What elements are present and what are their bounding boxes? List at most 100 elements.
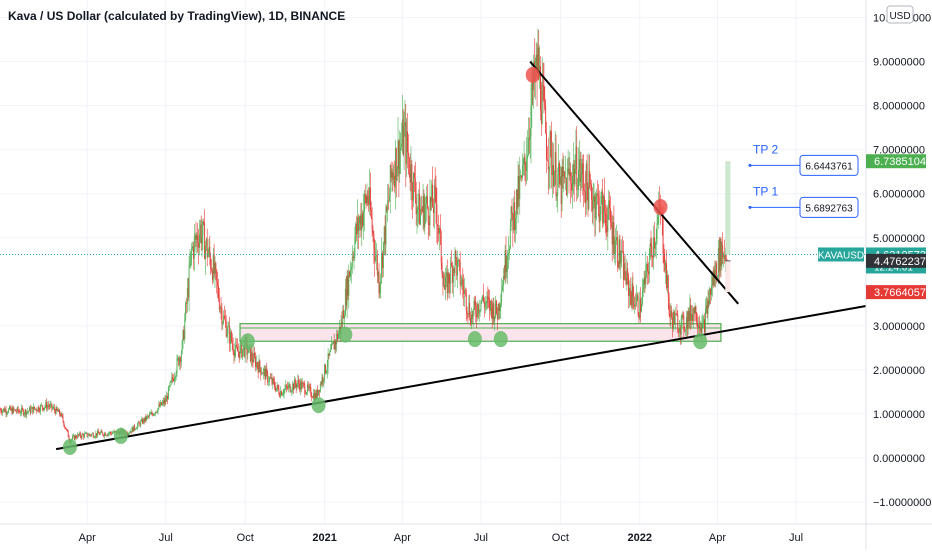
candle-body: [499, 304, 500, 311]
candle-body: [681, 319, 682, 335]
candle-body: [488, 298, 489, 299]
candle-body: [145, 417, 146, 422]
candle-body: [456, 258, 457, 275]
candle-body: [234, 352, 235, 356]
candle-body: [392, 172, 393, 177]
candle-body: [178, 358, 179, 365]
candle-body: [708, 301, 709, 314]
candle-body: [283, 394, 284, 395]
candle-body: [184, 320, 185, 339]
candle-body: [97, 431, 98, 436]
candle-body: [514, 202, 515, 230]
candle-body: [255, 357, 256, 367]
candle-body: [360, 216, 361, 224]
candle-body: [709, 289, 710, 305]
candle-body: [446, 272, 447, 276]
x-tick-label: Apr: [709, 532, 726, 544]
candle-body: [103, 435, 104, 436]
candle-body: [321, 384, 322, 385]
candle-body: [689, 311, 690, 321]
candle-body: [707, 305, 708, 314]
candle-body: [640, 299, 641, 312]
candle-body: [223, 316, 224, 323]
candle-body: [399, 150, 400, 174]
candle-body: [65, 427, 66, 429]
candle-body: [693, 308, 694, 321]
candle-body: [518, 176, 519, 199]
candle-body: [363, 212, 364, 226]
candle-body: [429, 223, 430, 225]
touch-marker-green: [241, 333, 255, 349]
candle-body: [49, 406, 50, 407]
x-tick-label: 2021: [312, 532, 336, 544]
candle-body: [398, 141, 399, 174]
candle-body: [684, 330, 685, 331]
candle-body: [50, 403, 51, 404]
candle-body: [53, 407, 54, 408]
candle-body: [109, 432, 110, 433]
candle-body: [344, 315, 345, 318]
candle-body: [589, 171, 590, 183]
candle-body: [562, 167, 563, 177]
candle-body: [715, 263, 716, 276]
candle-body: [692, 314, 693, 321]
candle-body: [695, 306, 696, 313]
candle-body: [632, 283, 633, 305]
candle-body: [648, 271, 649, 274]
candle-body: [609, 201, 610, 209]
candle-body: [506, 267, 507, 271]
candle-body: [515, 218, 516, 230]
candle-body: [479, 311, 480, 314]
candle-body: [160, 402, 161, 406]
candle-body: [491, 301, 492, 307]
candle-body: [202, 222, 203, 236]
candle-body: [233, 344, 234, 351]
candle-body: [13, 408, 14, 410]
candle-body: [143, 419, 144, 423]
candle-body: [297, 384, 298, 388]
candle-body: [702, 323, 703, 324]
candle-body: [462, 280, 463, 287]
candle-body: [671, 311, 672, 318]
candle-body: [62, 414, 63, 417]
candle-body: [105, 433, 106, 435]
candle-body: [541, 110, 542, 124]
candle-body: [101, 431, 102, 433]
candle-body: [155, 412, 156, 414]
x-tick-label: Jul: [159, 532, 173, 544]
candle-body: [447, 272, 448, 293]
candle-body: [52, 408, 53, 409]
candle-body: [705, 309, 706, 333]
candle-body: [687, 317, 688, 329]
candle-body: [313, 393, 314, 397]
candle-body: [18, 408, 19, 412]
candle-body: [76, 436, 77, 438]
candle-body: [29, 407, 30, 410]
candle-body: [8, 409, 9, 413]
candle-body: [468, 303, 469, 314]
candle-body: [616, 237, 617, 240]
candle-body: [406, 131, 407, 164]
candle-body: [328, 354, 329, 367]
touch-marker-green: [63, 439, 77, 455]
candle-body: [468, 313, 469, 314]
currency-button[interactable]: USD: [887, 6, 913, 23]
candle-body: [714, 270, 715, 285]
candle-body: [579, 159, 580, 170]
candle-body: [489, 298, 490, 310]
candle-body: [295, 380, 296, 385]
candle-body: [567, 169, 568, 195]
candle-body: [584, 191, 585, 192]
candle-body: [651, 243, 652, 246]
candle-body: [188, 288, 189, 297]
candle-body: [333, 342, 334, 344]
candle-body: [619, 239, 620, 263]
candle-body: [144, 419, 145, 422]
candle-body: [442, 275, 443, 286]
candle-body: [498, 304, 499, 319]
candle-body: [455, 251, 456, 273]
candle-body: [139, 422, 140, 423]
candle-body: [696, 321, 697, 324]
candle-body: [546, 133, 547, 160]
